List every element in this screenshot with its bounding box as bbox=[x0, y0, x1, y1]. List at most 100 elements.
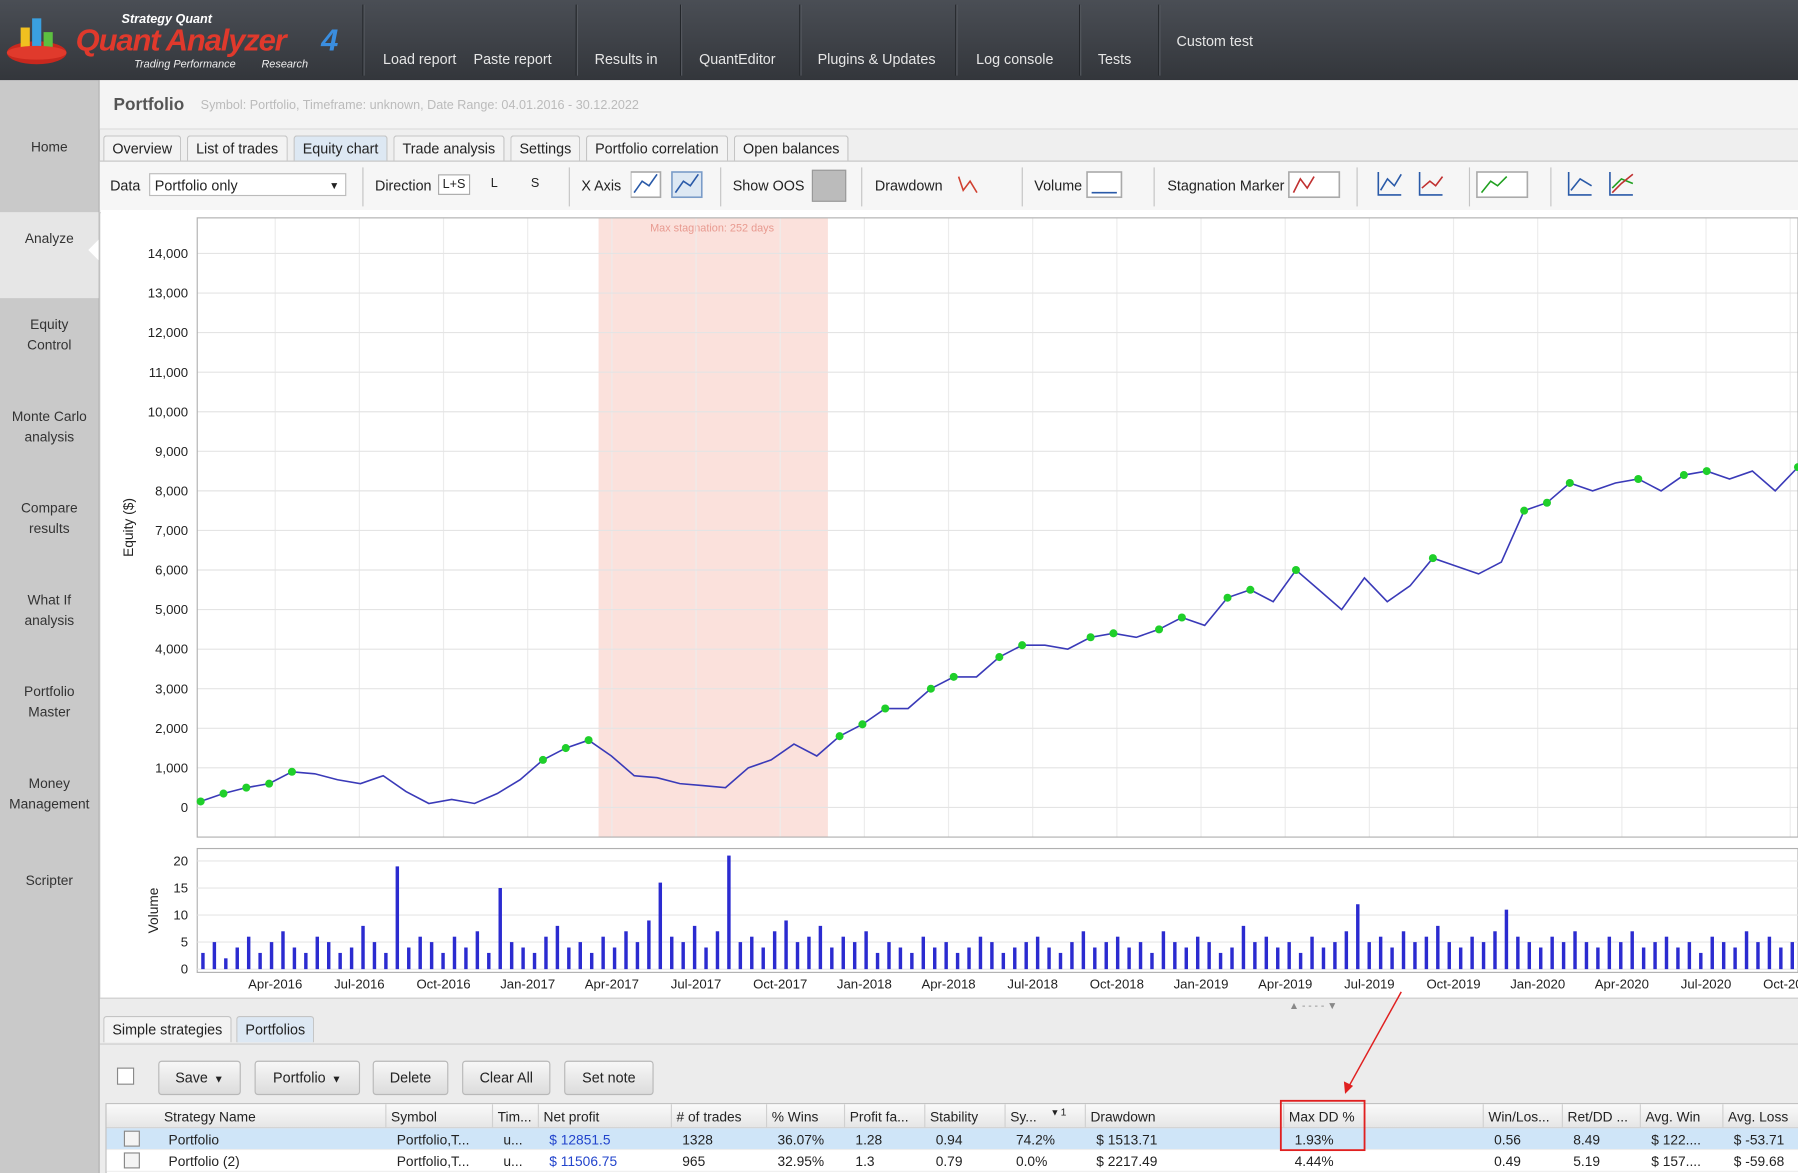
volume-bar bbox=[818, 925, 823, 970]
table-cell: 36.07% bbox=[777, 1131, 825, 1148]
direction-option[interactable]: L bbox=[490, 176, 498, 191]
volume-bar bbox=[338, 952, 342, 970]
volume-bar bbox=[715, 931, 720, 970]
splitter-handle[interactable]: ▲ - - - - ▼ bbox=[1288, 999, 1338, 1012]
show-oos-label: Show OOS bbox=[732, 177, 805, 194]
tab[interactable]: Equity chart bbox=[293, 135, 388, 162]
tab[interactable]: Overview bbox=[103, 135, 182, 162]
volume-bar bbox=[1241, 925, 1246, 970]
sidebar-item[interactable]: Compare results bbox=[0, 493, 99, 539]
y-axis-label: Equity ($) bbox=[121, 498, 136, 557]
new-high-marker bbox=[538, 755, 547, 764]
brand-tagline: Research bbox=[261, 58, 309, 72]
sidebar-item[interactable]: Equity Control bbox=[0, 310, 99, 356]
column-header[interactable]: Sy... bbox=[1010, 1108, 1037, 1125]
volume-bar bbox=[1756, 942, 1760, 970]
table-row[interactable] bbox=[106, 1150, 1798, 1172]
column-header[interactable]: Max DD % bbox=[1288, 1108, 1355, 1125]
brand-small: Strategy Quant bbox=[121, 12, 212, 27]
sidebar-item[interactable]: What If analysis bbox=[0, 585, 99, 631]
tab[interactable]: Open balances bbox=[733, 135, 849, 162]
tab[interactable]: Settings bbox=[510, 135, 581, 162]
toolbar-button[interactable]: Delete bbox=[372, 1060, 449, 1096]
column-header[interactable]: Avg. Win bbox=[1645, 1108, 1701, 1125]
sidebar-item[interactable]: Portfolio Master bbox=[0, 677, 99, 723]
volume-bar bbox=[1298, 952, 1303, 970]
toolbar-button[interactable]: Save ▼ bbox=[158, 1060, 241, 1096]
custom-test[interactable]: Custom test bbox=[1176, 33, 1253, 50]
volume-bar bbox=[647, 920, 651, 970]
column-header[interactable]: # of trades bbox=[676, 1108, 742, 1125]
toolbar-button[interactable]: Portfolio ▼ bbox=[254, 1060, 361, 1096]
volume-bar bbox=[1664, 936, 1669, 970]
toolbar-button[interactable]: Set note bbox=[564, 1060, 654, 1096]
select-all-checkbox[interactable] bbox=[116, 1067, 135, 1085]
data-select[interactable]: Portfolio only ▼ bbox=[149, 173, 347, 197]
new-high-marker bbox=[1223, 593, 1232, 602]
oos-toggle[interactable] bbox=[811, 169, 847, 202]
toolbar-button[interactable]: Plugins & Updates bbox=[818, 0, 936, 80]
toolbar-button[interactable]: Clear All bbox=[462, 1060, 551, 1096]
column-header[interactable]: Avg. Loss bbox=[1728, 1108, 1789, 1125]
volume-bar bbox=[875, 952, 880, 970]
sidebar-item[interactable]: Money Management bbox=[0, 768, 99, 814]
toolbar-button[interactable]: Paste report bbox=[455, 0, 570, 80]
bottom-tab[interactable]: Portfolios bbox=[236, 1015, 315, 1043]
column-header[interactable]: % Wins bbox=[771, 1108, 819, 1125]
column-header[interactable]: Tim... bbox=[497, 1108, 532, 1125]
volume-bar bbox=[1310, 936, 1314, 970]
sidebar-item[interactable]: Analyze bbox=[0, 224, 99, 249]
y-tick-label: 6,000 bbox=[155, 563, 188, 578]
volume-bar bbox=[1173, 942, 1177, 970]
y-tick-label: 1,000 bbox=[155, 760, 188, 775]
column-header[interactable]: Net profit bbox=[543, 1108, 600, 1125]
column-header[interactable]: Stability bbox=[929, 1108, 979, 1125]
top-toolbar: Strategy Quant Quant Analyzer 4 Trading … bbox=[0, 0, 1798, 81]
dropdown-arrow: ▼ bbox=[329, 180, 340, 192]
x-tick-label: Jan-2018 bbox=[837, 976, 892, 991]
tab[interactable]: Portfolio correlation bbox=[585, 135, 728, 162]
volume-bar bbox=[212, 942, 217, 970]
volume-bar bbox=[1721, 942, 1726, 970]
volume-bar bbox=[727, 855, 731, 970]
column-header[interactable]: Symbol bbox=[391, 1108, 437, 1125]
column-header[interactable]: Win/Los... bbox=[1488, 1108, 1550, 1125]
toolbar-button[interactable]: Tests bbox=[1057, 0, 1172, 80]
column-divider bbox=[385, 1104, 387, 1128]
row-checkbox[interactable] bbox=[123, 1152, 140, 1169]
bottom-tab[interactable]: Simple strategies bbox=[103, 1015, 232, 1043]
direction-option[interactable]: S bbox=[530, 176, 540, 191]
volume-bar bbox=[258, 952, 262, 970]
direction-label: Direction bbox=[374, 177, 432, 194]
direction-option[interactable]: L+S bbox=[438, 174, 471, 195]
table-row[interactable] bbox=[106, 1128, 1798, 1151]
tab[interactable]: Trade analysis bbox=[393, 135, 505, 162]
divider bbox=[99, 1043, 1798, 1045]
column-header[interactable]: Strategy Name bbox=[163, 1108, 256, 1125]
toolbar-button[interactable]: Results in bbox=[569, 0, 684, 80]
sidebar-item[interactable]: Home bbox=[0, 132, 99, 157]
separator bbox=[1158, 4, 1161, 76]
tab[interactable]: List of trades bbox=[186, 135, 288, 162]
toolbar-button[interactable]: Load report bbox=[362, 0, 477, 80]
volume-bar bbox=[567, 947, 571, 970]
sidebar-item[interactable]: Scripter bbox=[0, 866, 99, 891]
column-header[interactable]: Drawdown bbox=[1090, 1108, 1156, 1125]
y-tick-label: 14,000 bbox=[148, 246, 188, 261]
x-tick-label: Apr-2016 bbox=[248, 976, 302, 991]
volume-bar bbox=[1470, 936, 1474, 970]
volume-bar bbox=[1253, 942, 1257, 970]
row-checkbox[interactable] bbox=[123, 1130, 140, 1147]
separator bbox=[1153, 167, 1155, 207]
sidebar-label: Analyze bbox=[24, 230, 74, 247]
toolbar-button[interactable]: QuantEditor bbox=[680, 0, 795, 80]
volume-bar bbox=[1058, 952, 1063, 970]
volume-bar bbox=[830, 947, 834, 970]
sidebar-item[interactable]: Monte Carlo analysis bbox=[0, 401, 99, 447]
table-cell: $ 1513.71 bbox=[1096, 1131, 1158, 1148]
volume-bar bbox=[1035, 936, 1040, 970]
column-header[interactable]: Profit fa... bbox=[849, 1108, 909, 1125]
column-header[interactable]: Ret/DD ... bbox=[1567, 1108, 1628, 1125]
x-tick-label: Oct-2018 bbox=[1090, 976, 1144, 991]
toolbar-button[interactable]: Log console bbox=[957, 0, 1072, 80]
